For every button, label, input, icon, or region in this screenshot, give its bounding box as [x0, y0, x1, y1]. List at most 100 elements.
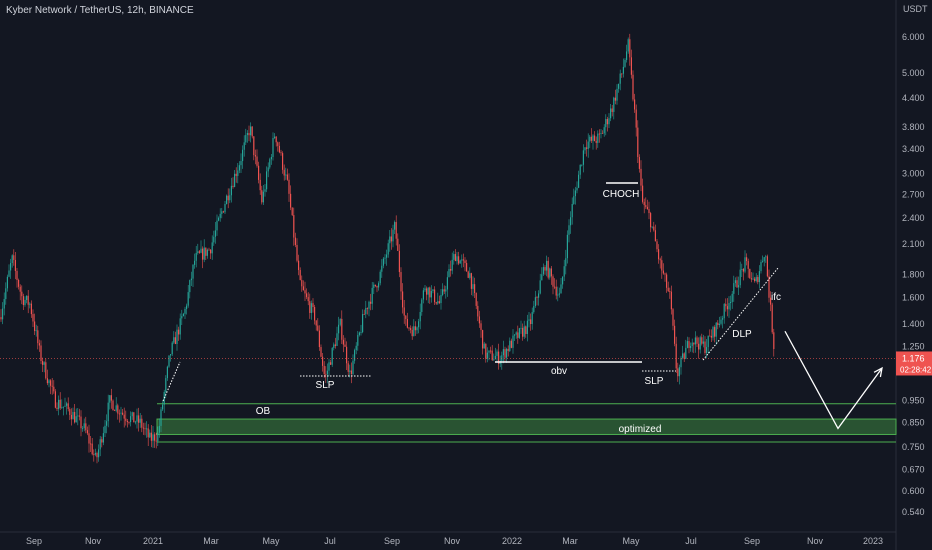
candle-body — [694, 337, 696, 345]
x-tick-label: May — [622, 536, 640, 546]
candle-body — [638, 157, 640, 169]
candle-body — [107, 402, 109, 422]
candle-body — [549, 268, 551, 278]
candle-body — [690, 346, 692, 348]
candle-body — [189, 280, 191, 293]
candle-body — [154, 434, 156, 441]
candle-body — [747, 261, 749, 269]
dlp-label: DLP — [732, 329, 752, 340]
candle-body — [390, 236, 392, 242]
candle-body — [323, 365, 325, 374]
current-price-value: 1.176 — [902, 353, 925, 363]
candle-body — [16, 270, 18, 280]
candle-body — [234, 173, 236, 187]
candle-body — [11, 255, 13, 264]
candle-body — [678, 367, 680, 377]
x-tick-label: Jul — [324, 536, 336, 546]
candle-body — [82, 428, 84, 429]
candle-body — [578, 174, 580, 188]
candle-body — [312, 303, 314, 308]
candle-body — [157, 432, 159, 442]
candle-body — [544, 267, 546, 271]
candle-body — [206, 249, 208, 256]
candle-body — [629, 39, 631, 58]
candle-body — [149, 432, 151, 438]
candle-body — [109, 395, 111, 403]
candle-body — [658, 249, 660, 260]
candle-body — [259, 179, 261, 191]
candle-body — [0, 317, 2, 320]
candle-body — [202, 248, 204, 260]
candle-body — [120, 412, 122, 414]
candle-body — [459, 260, 461, 264]
candle-body — [598, 133, 600, 135]
candle-body — [717, 322, 719, 325]
candle-body — [40, 345, 42, 362]
candle-body — [714, 327, 716, 337]
candle-body — [310, 303, 312, 313]
candle-body — [46, 378, 48, 384]
y-tick-label: 6.000 — [902, 32, 925, 42]
candle-body — [267, 167, 269, 172]
candle-body — [715, 322, 717, 337]
candle-body — [58, 399, 60, 409]
candle-body — [186, 305, 188, 309]
candle-body — [331, 347, 333, 365]
candle-body — [422, 290, 424, 300]
candle-body — [6, 276, 8, 289]
candle-body — [645, 205, 647, 207]
candle-body — [550, 268, 552, 277]
candle-body — [342, 339, 344, 345]
candle-body — [744, 257, 746, 272]
candle-body — [216, 220, 218, 231]
candle-body — [742, 269, 744, 272]
candle-body — [582, 150, 584, 165]
candle-body — [446, 277, 448, 290]
candle-body — [384, 257, 386, 259]
candle-body — [466, 263, 468, 272]
candle-body — [371, 287, 373, 304]
candle-body — [22, 296, 24, 306]
candle-body — [102, 433, 104, 443]
candle-body — [43, 362, 45, 365]
candle-body — [325, 373, 327, 375]
candle-body — [571, 203, 573, 218]
candle-body — [237, 170, 239, 176]
candle-body — [659, 259, 661, 261]
candle-body — [651, 226, 653, 228]
candle-body — [34, 321, 36, 331]
candle-body — [3, 299, 5, 309]
candle-body — [677, 368, 679, 377]
candle-body — [491, 350, 493, 361]
candle-body — [37, 330, 39, 344]
candle-body — [205, 247, 207, 256]
candle-body — [29, 303, 31, 305]
candle-body — [592, 135, 594, 141]
candle-body — [128, 422, 130, 423]
candle-body — [712, 327, 714, 338]
candle-body — [418, 321, 420, 328]
candle-body — [280, 152, 282, 154]
candle-body — [666, 274, 668, 288]
candle-body — [766, 256, 768, 277]
candle-body — [512, 335, 514, 348]
time-axis[interactable]: Sep Nov 2021 Mar May Jul Sep Nov 2022 Mar May Jul Se… — [26, 536, 883, 546]
optimized-label: optimized — [619, 424, 662, 435]
candle-body — [710, 335, 712, 338]
candle-body — [341, 318, 343, 340]
price-axis[interactable]: 6.000 5.000 4.400 3.800 3.400 3.000 2.700 2.400… — [0, 32, 932, 517]
annotations: OB optimized SLP obv SLP CHOCH DLP ifc — [162, 182, 883, 435]
candle-body — [483, 343, 485, 349]
candle-body — [739, 269, 741, 286]
candle-body — [142, 427, 144, 429]
candle-body — [435, 302, 437, 304]
candle-body — [254, 155, 256, 157]
candle-body — [410, 328, 412, 330]
chart-title: Kyber Network / TetherUS, 12h, BINANCE — [6, 5, 194, 16]
candle-body — [562, 276, 564, 285]
candle-body — [429, 287, 431, 298]
candle-body — [749, 268, 751, 279]
candle-body — [112, 400, 114, 411]
candle-body — [589, 136, 591, 142]
